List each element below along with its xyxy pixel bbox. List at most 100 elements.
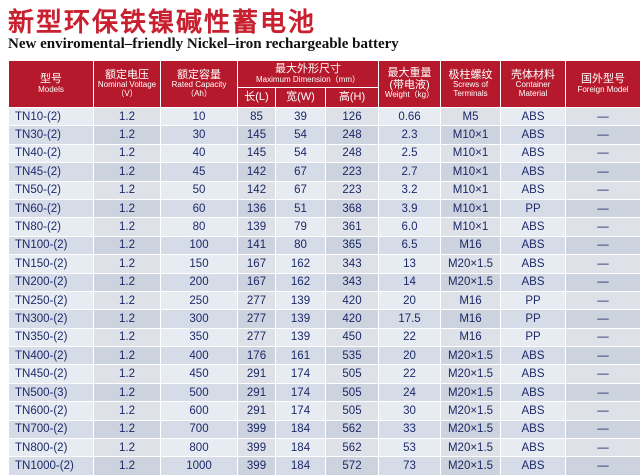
table-cell: M20×1.5 (441, 420, 501, 438)
table-cell: TN450-(2) (9, 365, 94, 383)
table-cell: 54 (276, 144, 326, 162)
table-cell: 350 (161, 328, 238, 346)
table-cell: 399 (238, 457, 276, 475)
table-cell: 161 (276, 347, 326, 365)
table-cell: ABS (501, 255, 566, 273)
table-cell: TN45-(2) (9, 163, 94, 181)
table-cell: 291 (238, 383, 276, 401)
table-cell: — (566, 457, 640, 475)
table-cell: M16 (441, 236, 501, 254)
table-cell: TN100-(2) (9, 236, 94, 254)
table-cell: 67 (276, 181, 326, 199)
table-cell: ABS (501, 347, 566, 365)
table-cell: ABS (501, 108, 566, 126)
table-cell: M10×1 (441, 126, 501, 144)
table-cell: 535 (326, 347, 379, 365)
table-cell: M16 (441, 310, 501, 328)
header-text: Foreign Model (566, 86, 640, 94)
table-cell: 45 (161, 163, 238, 181)
table-cell: 400 (161, 347, 238, 365)
table-cell: 14 (379, 273, 441, 291)
table-cell: TN80-(2) (9, 218, 94, 236)
table-cell: M10×1 (441, 199, 501, 217)
table-cell: 80 (276, 236, 326, 254)
table-cell: M5 (441, 108, 501, 126)
table-cell: 40 (161, 144, 238, 162)
table-cell: 600 (161, 402, 238, 420)
table-cell: 30 (379, 402, 441, 420)
table-cell: — (566, 163, 640, 181)
table-cell: 39 (276, 108, 326, 126)
table-cell: 162 (276, 273, 326, 291)
table-cell: ABS (501, 181, 566, 199)
table-cell: 80 (161, 218, 238, 236)
table-cell: 1.2 (94, 439, 161, 457)
table-cell: M20×1.5 (441, 439, 501, 457)
table-cell: M16 (441, 291, 501, 309)
table-cell: 100 (161, 236, 238, 254)
subtitle: New enviromental–friendly Nickel–iron re… (8, 36, 399, 53)
table-cell: 1.2 (94, 255, 161, 273)
table-cell: 20 (379, 291, 441, 309)
table-cell: 248 (326, 144, 379, 162)
table-cell: — (566, 365, 640, 383)
table-cell: 1000 (161, 457, 238, 475)
table-cell: — (566, 236, 640, 254)
table-cell: 200 (161, 273, 238, 291)
table-cell: M20×1.5 (441, 457, 501, 475)
table-cell: 24 (379, 383, 441, 401)
table-cell: 145 (238, 144, 276, 162)
table-cell: 13 (379, 255, 441, 273)
table-cell: TN300-(2) (9, 310, 94, 328)
table-cell: — (566, 310, 640, 328)
table-cell: 67 (276, 163, 326, 181)
table-cell: M20×1.5 (441, 347, 501, 365)
table-cell: 420 (326, 291, 379, 309)
table-cell: 54 (276, 126, 326, 144)
header-cell: 长(L) (238, 88, 276, 108)
table-cell: — (566, 108, 640, 126)
table-cell: 361 (326, 218, 379, 236)
table-cell: 142 (238, 181, 276, 199)
table-cell: 420 (326, 310, 379, 328)
header-text: 额定容量 (177, 69, 221, 81)
table-cell: 1.2 (94, 163, 161, 181)
table-cell: TN60-(2) (9, 199, 94, 217)
table-cell: 79 (276, 218, 326, 236)
table-cell: 1.2 (94, 218, 161, 236)
table-cell: 277 (238, 328, 276, 346)
table-cell: 73 (379, 457, 441, 475)
table-cell: 1.2 (94, 291, 161, 309)
table-cell: 10 (161, 108, 238, 126)
table-cell: 176 (238, 347, 276, 365)
table-cell: 505 (326, 365, 379, 383)
table-cell: — (566, 383, 640, 401)
table-cell: 184 (276, 420, 326, 438)
table-cell: ABS (501, 218, 566, 236)
table-cell: 60 (161, 199, 238, 217)
table-cell: 174 (276, 383, 326, 401)
table-cell: 1.2 (94, 199, 161, 217)
table-cell: M10×1 (441, 144, 501, 162)
table-cell: 20 (379, 347, 441, 365)
table-cell: 1.2 (94, 273, 161, 291)
table-cell: M20×1.5 (441, 255, 501, 273)
header-text: Weight（kg） (379, 91, 440, 99)
table-cell: 136 (238, 199, 276, 217)
table-cell: 223 (326, 163, 379, 181)
header-text: (带电液) (389, 79, 429, 91)
table-cell: 500 (161, 383, 238, 401)
table-cell: 343 (326, 273, 379, 291)
